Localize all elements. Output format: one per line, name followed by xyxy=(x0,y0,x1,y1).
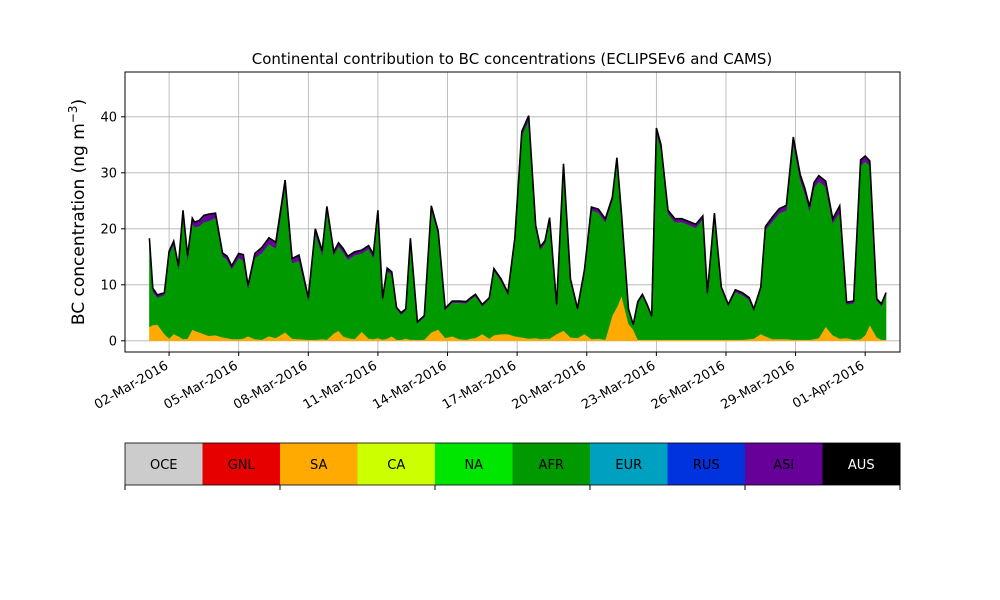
y-axis: 0 10 20 30 40 xyxy=(100,110,125,349)
y-tick-label: 30 xyxy=(100,166,117,181)
legend-swatch-rus xyxy=(667,443,746,485)
legend-swatch-sa xyxy=(280,443,358,485)
area-afr xyxy=(149,120,887,340)
legend-swatch-ca xyxy=(357,443,436,485)
legend-label: OCE xyxy=(150,458,178,473)
x-tick-label: 11-Mar-2016 xyxy=(301,358,380,412)
y-axis-label: BC concentration (ng m−3) xyxy=(66,99,89,325)
legend-swatch-afr xyxy=(512,443,591,485)
legend-colorbar: OCE GNL SA CA NA AFR EUR RUS ASI AUS xyxy=(124,442,901,490)
legend-label: EUR xyxy=(615,458,642,473)
stacked-areas xyxy=(149,115,887,341)
legend-label: RUS xyxy=(693,458,720,473)
legend-swatch-eur xyxy=(590,443,668,485)
legend-swatch-gnl xyxy=(202,443,281,485)
y-tick-label: 20 xyxy=(100,222,117,237)
legend-label: GNL xyxy=(228,458,256,473)
y-axis-label-exponent: −3 xyxy=(66,105,80,123)
legend-swatch-oce xyxy=(125,443,203,485)
x-tick-label: 01-Apr-2016 xyxy=(790,358,867,411)
legend-swatch-asi xyxy=(745,443,823,485)
x-tick-label: 23-Mar-2016 xyxy=(579,358,658,412)
legend-label: ASI xyxy=(773,458,794,473)
x-tick-label: 20-Mar-2016 xyxy=(510,358,589,412)
legend-label: NA xyxy=(464,458,483,473)
y-tick-label: 40 xyxy=(100,110,117,125)
legend-label: SA xyxy=(310,458,327,473)
legend-label: CA xyxy=(387,458,405,473)
x-tick-label: 05-Mar-2016 xyxy=(162,358,241,412)
x-axis: 02-Mar-201605-Mar-201608-Mar-201611-Mar-… xyxy=(92,352,867,413)
legend-label: AFR xyxy=(539,458,564,473)
y-axis-label-text: BC concentration (ng m xyxy=(69,123,89,325)
legend-frame xyxy=(124,442,901,486)
legend-swatch-na xyxy=(435,443,513,485)
total-concentration-line xyxy=(148,115,887,325)
x-tick-label: 29-Mar-2016 xyxy=(718,358,797,412)
legend-swatch-aus xyxy=(822,443,901,485)
x-tick-label: 17-Mar-2016 xyxy=(440,358,519,412)
y-axis-label-close: ) xyxy=(69,99,89,106)
x-tick-label: 26-Mar-2016 xyxy=(649,358,728,412)
plot-frame xyxy=(124,71,901,353)
x-tick-label: 02-Mar-2016 xyxy=(92,358,171,412)
y-tick-label: 10 xyxy=(100,278,117,293)
legend-label: AUS xyxy=(848,458,875,473)
y-tick-label: 0 xyxy=(109,334,117,349)
x-tick-label: 14-Mar-2016 xyxy=(370,358,449,412)
chart-title: Continental contribution to BC concentra… xyxy=(252,50,773,68)
x-tick-label: 08-Mar-2016 xyxy=(231,358,310,412)
